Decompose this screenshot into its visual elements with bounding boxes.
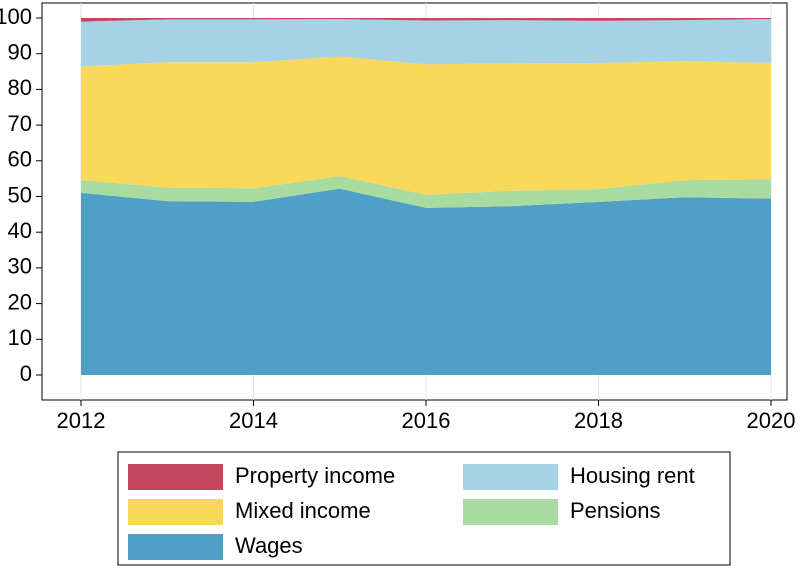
legend-label: Housing rent [570,463,695,488]
y-tick-label: 0 [20,361,32,386]
x-tick-label: 2014 [229,408,278,433]
legend-label: Mixed income [235,498,371,523]
legend-swatch [128,534,223,560]
y-tick-label: 60 [8,147,32,172]
x-tick-label: 2020 [747,408,796,433]
area [81,176,771,208]
legend-label: Wages [235,533,303,558]
y-tick-label: 100 [0,4,32,29]
y-tick-label: 90 [8,40,32,65]
legend-label: Pensions [570,498,661,523]
y-tick-label: 50 [8,182,32,207]
x-tick-label: 2018 [574,408,623,433]
y-tick-label: 80 [8,75,32,100]
area [81,188,771,375]
legend-swatch [128,499,223,525]
legend-label: Property income [235,463,395,488]
legend-swatch [128,464,223,490]
y-tick-label: 10 [8,325,32,350]
x-tick-label: 2016 [402,408,451,433]
area [81,19,771,67]
y-tick-label: 40 [8,218,32,243]
x-tick-label: 2012 [57,408,106,433]
legend-swatch [463,499,558,525]
area [81,18,771,22]
y-tick-label: 70 [8,111,32,136]
area [81,56,771,195]
y-tick-label: 20 [8,289,32,314]
y-tick-label: 30 [8,254,32,279]
legend-swatch [463,464,558,490]
